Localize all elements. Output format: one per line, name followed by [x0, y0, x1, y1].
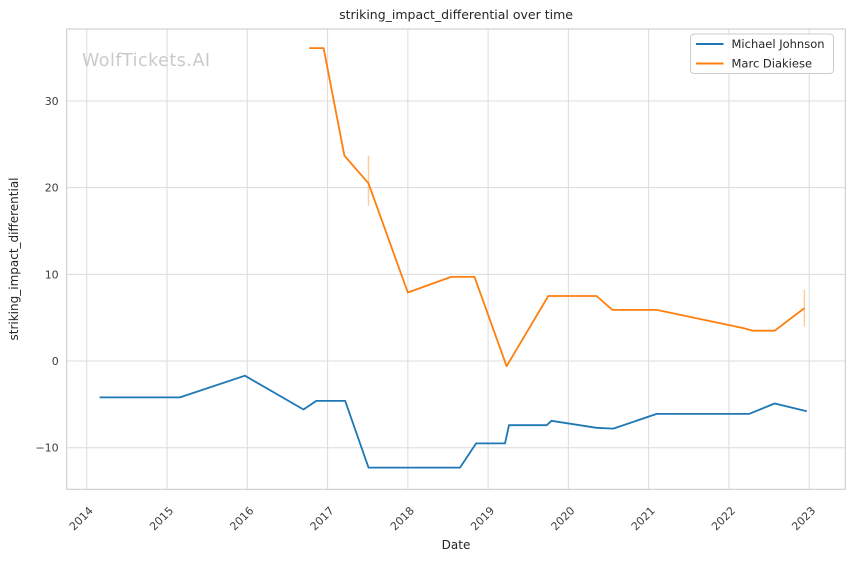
- series-layer: [99, 47, 808, 469]
- y-tick-label: 20: [45, 182, 59, 195]
- x-tick-label: 2014: [67, 504, 96, 533]
- series-line-1: [309, 47, 805, 368]
- y-tick-label: 10: [45, 268, 59, 281]
- y-tick-label: −10: [35, 442, 58, 455]
- x-axis-label: Date: [442, 538, 471, 552]
- x-tick-label: 2015: [147, 504, 176, 533]
- plot-frame: [66, 28, 846, 490]
- x-tick-label: 2018: [388, 504, 417, 533]
- legend-label-michael-johnson: Michael Johnson: [732, 37, 825, 51]
- x-tick-label: 2017: [308, 504, 337, 533]
- x-tick-label: 2022: [709, 504, 738, 533]
- x-tick-label: 2021: [629, 504, 658, 533]
- x-tick-label: 2020: [549, 504, 578, 533]
- legend-box: [690, 33, 834, 74]
- y-tick-label: 0: [52, 355, 59, 368]
- watermark: WolfTickets.AI: [82, 51, 211, 71]
- y-tick-label: 30: [45, 95, 59, 108]
- legend: Michael Johnson Marc Diakiese: [690, 33, 834, 74]
- legend-label-marc-diakiese: Marc Diakiese: [732, 57, 813, 71]
- x-tick-label: 2023: [789, 504, 818, 533]
- grid-layer: [66, 29, 846, 490]
- series-line-0: [99, 374, 808, 469]
- x-tick-label: 2019: [468, 504, 497, 533]
- y-axis-label: striking_impact_differential: [7, 177, 21, 340]
- chart-title: striking_impact_differential over time: [339, 7, 573, 22]
- x-tick-label: 2016: [227, 504, 256, 533]
